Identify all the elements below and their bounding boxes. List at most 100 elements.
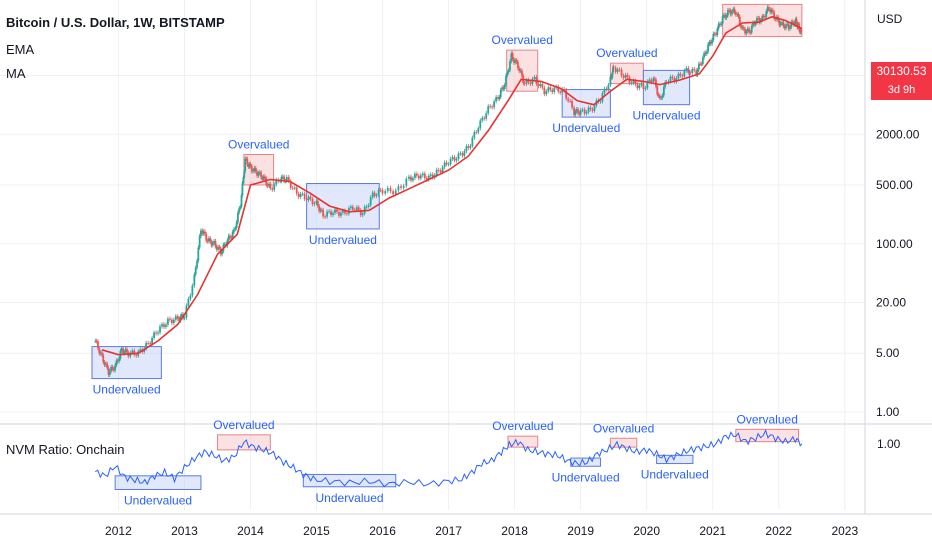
candle-body — [381, 190, 384, 194]
candle-body — [569, 100, 571, 102]
subpanel-title[interactable]: NVM Ratio: Onchain — [6, 442, 125, 457]
candle-body — [313, 203, 316, 205]
candle-body — [638, 85, 641, 89]
candle-body — [697, 63, 700, 70]
candle-body — [514, 60, 517, 63]
candle-body — [611, 72, 614, 78]
candle-body — [243, 171, 246, 178]
candle-body — [681, 75, 684, 77]
candle-body — [675, 78, 678, 82]
price-zone-label: Overvalued — [732, 0, 793, 1]
candle-body — [742, 27, 745, 30]
candle-body — [531, 78, 534, 84]
candle-body — [515, 60, 518, 62]
ratio-zone-undervalued — [570, 457, 601, 467]
candle-body — [334, 209, 336, 213]
candle-body — [696, 69, 699, 75]
ratio-zone-label: Undervalued — [552, 470, 620, 484]
candle-body — [785, 24, 787, 29]
candle-body — [467, 146, 470, 148]
candle-body — [153, 332, 155, 338]
candle-body — [616, 69, 619, 72]
candle-body — [523, 83, 526, 84]
candle-body — [248, 163, 251, 167]
candle-body — [650, 79, 653, 82]
candle-body — [108, 371, 111, 375]
candle-body — [703, 52, 706, 58]
ma-indicator-label[interactable]: MA — [6, 66, 26, 81]
candle-body — [585, 112, 588, 114]
candle-body — [273, 184, 276, 190]
candle-body — [781, 22, 783, 24]
candle-body — [713, 33, 716, 35]
candle-body — [167, 318, 169, 325]
candle-body — [800, 29, 803, 33]
candle-body — [213, 241, 216, 243]
candle-body — [646, 81, 649, 88]
candle-body — [636, 84, 639, 89]
time-axis-tick: 2021 — [699, 524, 726, 538]
candle-body — [716, 28, 719, 35]
candle-body — [461, 153, 464, 156]
candle-body — [217, 246, 220, 250]
time-axis-tick: 2023 — [831, 524, 858, 538]
candle-body — [634, 80, 637, 85]
candle-body — [99, 352, 102, 354]
candle-body — [215, 246, 218, 250]
candle-body — [114, 365, 117, 371]
candle-body — [371, 192, 374, 198]
candle-body — [254, 167, 257, 172]
candle-body — [309, 196, 312, 199]
candle-body — [445, 162, 448, 165]
candle-body — [261, 177, 264, 180]
candle-body — [163, 324, 165, 327]
candle-body — [405, 178, 408, 186]
candle-body — [340, 212, 342, 216]
candle-body — [737, 13, 740, 17]
candle-body — [545, 91, 548, 95]
candle-body — [126, 349, 128, 353]
candle-body — [497, 97, 500, 99]
candle-body — [149, 343, 152, 344]
price-zone-overvalued — [243, 154, 275, 186]
ema-indicator-label[interactable]: EMA — [6, 42, 35, 57]
candle-body — [145, 342, 148, 349]
candle-body — [295, 187, 298, 194]
candle-body — [510, 53, 513, 62]
candle-body — [721, 16, 724, 24]
candle-body — [112, 368, 115, 371]
candle-body — [415, 173, 418, 176]
candle-body — [539, 84, 542, 87]
candle-body — [700, 63, 703, 65]
candle-body — [691, 68, 694, 73]
candle-body — [361, 213, 364, 216]
ratio-zone-undervalued — [656, 454, 694, 465]
candle-body — [386, 188, 389, 192]
candle-body — [115, 360, 118, 366]
candle-body — [209, 238, 212, 242]
candle-body — [257, 173, 260, 176]
candle-body — [553, 87, 556, 93]
candle-body — [741, 27, 744, 29]
candle-body — [122, 348, 124, 354]
time-axis-tick: 2012 — [105, 524, 132, 538]
candle-body — [397, 186, 400, 191]
candle-body — [579, 109, 582, 115]
candle-body — [328, 211, 330, 213]
price-zone-undervalued — [642, 69, 691, 106]
candle-body — [425, 178, 428, 180]
candle-body — [655, 79, 657, 87]
candle-body — [275, 179, 278, 185]
candle-body — [683, 70, 686, 77]
candle-body — [593, 105, 596, 111]
candle-body — [502, 87, 505, 89]
candle-body — [648, 79, 651, 82]
candle-body — [711, 39, 713, 44]
candle-body — [322, 210, 325, 217]
candle-body — [351, 206, 354, 210]
candle-body — [505, 75, 507, 85]
candle-body — [612, 66, 614, 73]
candle-body — [728, 9, 731, 11]
symbol-title[interactable]: Bitcoin / U.S. Dollar, 1W, BITSTAMP — [6, 15, 225, 30]
